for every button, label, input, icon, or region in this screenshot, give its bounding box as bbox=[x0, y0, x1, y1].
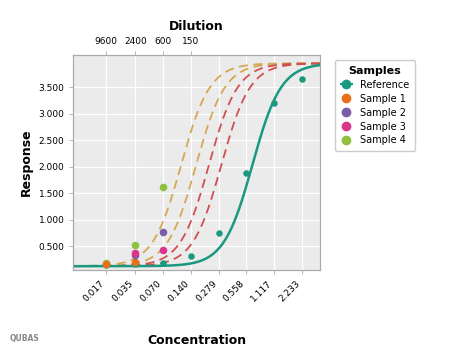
Point bbox=[131, 261, 139, 267]
Y-axis label: Response: Response bbox=[20, 129, 33, 197]
Point bbox=[215, 230, 222, 236]
Point bbox=[131, 252, 139, 257]
Point bbox=[102, 260, 110, 265]
Text: QUBAS: QUBAS bbox=[9, 334, 39, 343]
Point bbox=[243, 170, 250, 176]
Point bbox=[187, 253, 195, 258]
X-axis label: Dilution: Dilution bbox=[169, 20, 224, 33]
Point bbox=[131, 250, 139, 256]
Point bbox=[159, 184, 167, 190]
X-axis label: Concentration: Concentration bbox=[147, 334, 246, 346]
Point bbox=[159, 247, 167, 253]
Point bbox=[159, 260, 167, 266]
Point bbox=[102, 262, 110, 267]
Point bbox=[102, 262, 110, 268]
Point bbox=[159, 229, 167, 235]
Point bbox=[131, 259, 139, 264]
Point bbox=[131, 242, 139, 248]
Legend: Reference, Sample 1, Sample 2, Sample 3, Sample 4: Reference, Sample 1, Sample 2, Sample 3,… bbox=[335, 60, 415, 151]
Point bbox=[298, 76, 306, 82]
Point bbox=[270, 100, 278, 106]
